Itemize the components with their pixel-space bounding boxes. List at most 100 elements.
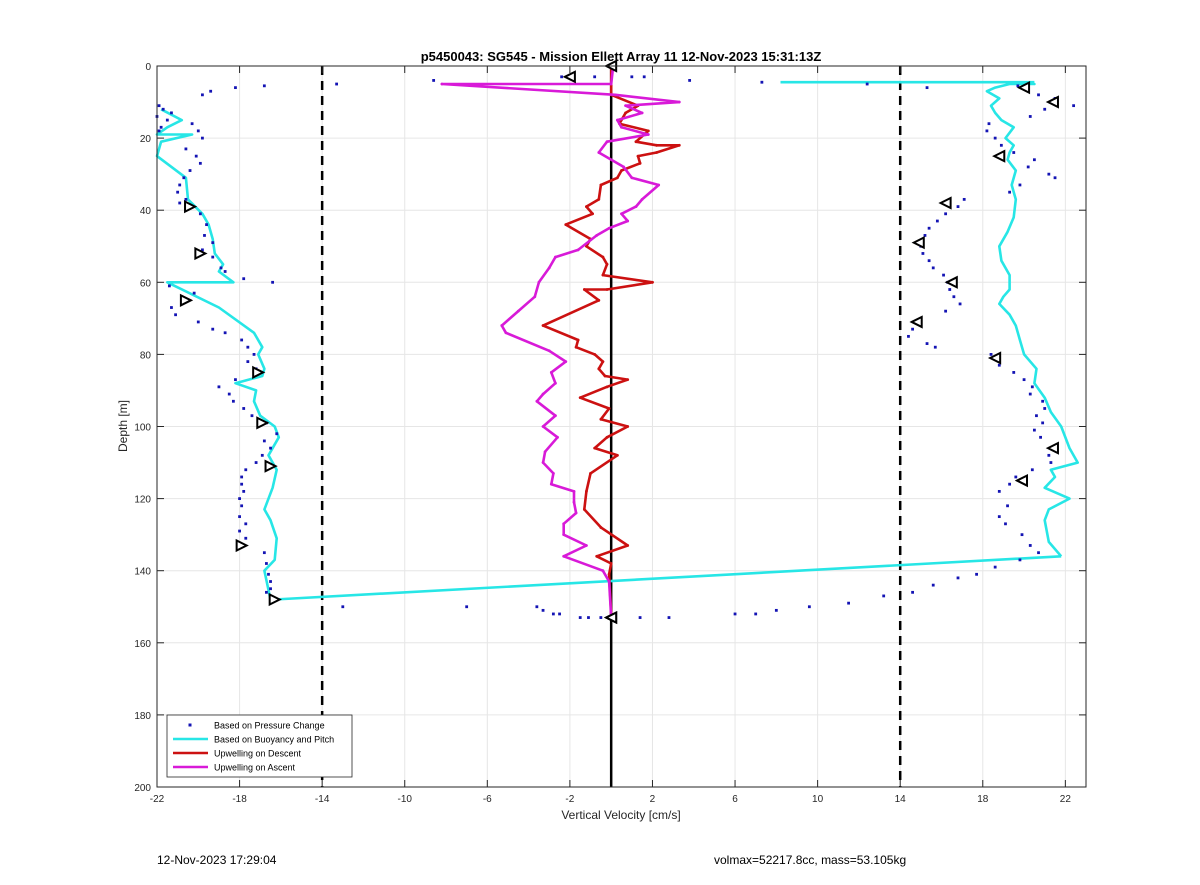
series-point — [615, 118, 619, 122]
pressure-point — [754, 612, 758, 616]
triangle-marker — [1016, 81, 1031, 95]
pressure-point — [240, 482, 244, 486]
pressure-point — [956, 576, 960, 580]
pressure-point — [1030, 385, 1034, 389]
y-tick-label: 120 — [134, 495, 151, 506]
pressure-point — [882, 594, 886, 598]
series-point — [626, 219, 630, 223]
pressure-point — [246, 360, 250, 364]
pressure-point — [217, 385, 221, 389]
pressure-point — [1030, 468, 1034, 472]
pressure-point — [238, 497, 241, 500]
triangle-marker — [268, 592, 282, 607]
series-point — [593, 353, 597, 356]
pressure-point — [178, 183, 182, 187]
series-point — [440, 82, 444, 86]
pressure-point — [1026, 165, 1030, 169]
pressure-point — [260, 453, 264, 457]
pressure-point — [997, 515, 1001, 519]
pressure-point — [196, 129, 200, 133]
descent-series — [541, 64, 681, 616]
pressure-point — [244, 536, 248, 540]
pressure-point — [925, 342, 929, 345]
triangle-marker — [944, 275, 958, 289]
y-tick-label: 160 — [134, 639, 151, 650]
series-layer — [155, 64, 1079, 619]
pressure-point — [1053, 176, 1057, 180]
series-point — [634, 140, 638, 144]
pressure-point — [211, 327, 215, 331]
series-point — [605, 385, 609, 389]
pressure-point — [269, 446, 272, 450]
series-point — [595, 554, 599, 558]
pressure-point — [1049, 461, 1053, 464]
triangle-marker — [938, 196, 952, 210]
pressure-point — [234, 86, 237, 90]
triangle-marker — [264, 459, 278, 473]
triangle-marker — [252, 365, 266, 380]
series-point — [597, 197, 601, 201]
pressure-point — [942, 273, 945, 277]
pressure-point — [170, 306, 173, 309]
pressure-point — [948, 288, 952, 291]
pressure-point — [993, 565, 997, 569]
series-point — [549, 482, 553, 486]
pressure-point — [931, 583, 935, 587]
pressure-point — [1039, 435, 1042, 439]
pressure-point — [952, 295, 956, 299]
pressure-point — [956, 205, 960, 208]
pressure-point — [238, 515, 241, 519]
pressure-point — [223, 270, 227, 273]
y-tick-label: 0 — [145, 62, 151, 73]
pressure-point — [170, 111, 173, 115]
pressure-point — [944, 212, 948, 216]
series-point — [556, 435, 559, 439]
pressure-point — [167, 284, 171, 288]
pressure-point — [593, 75, 597, 79]
series-point — [541, 425, 545, 428]
pressure-point — [1043, 407, 1047, 410]
pressure-point — [638, 616, 642, 619]
series-point — [578, 396, 582, 400]
x-tick-label: -2 — [565, 794, 574, 805]
legend-entry: Based on Pressure Change — [188, 721, 325, 731]
series-point — [636, 154, 640, 158]
pressure-point — [1047, 172, 1051, 176]
series-point — [638, 161, 642, 165]
pressure-point — [911, 590, 914, 594]
pressure-point — [985, 129, 989, 133]
x-tick-label: -14 — [315, 794, 330, 805]
series-point — [657, 183, 661, 187]
pressure-point — [1035, 414, 1038, 418]
series-point — [626, 544, 630, 547]
pressure-point — [161, 107, 165, 111]
pressure-point — [234, 378, 237, 382]
series-point — [607, 580, 611, 583]
reference-lines — [320, 66, 902, 787]
pressure-point — [201, 93, 204, 97]
pressure-point — [667, 616, 671, 619]
series-point — [615, 176, 619, 180]
pressure-point — [184, 197, 188, 201]
x-tick-label: 10 — [812, 794, 824, 805]
pressure-point — [265, 590, 268, 594]
pressure-point — [927, 226, 931, 230]
series-point — [599, 526, 603, 529]
pressure-point — [201, 136, 204, 140]
x-tick-label: 22 — [1060, 794, 1072, 805]
series-point — [601, 255, 605, 259]
pressure-point — [227, 392, 231, 396]
pressure-point — [551, 612, 555, 616]
pressure-point — [198, 212, 202, 216]
series-point — [533, 295, 537, 299]
legend-label: Based on Buoyancy and Pitch — [214, 735, 334, 745]
y-tick-label: 40 — [140, 206, 152, 217]
series-point — [597, 298, 601, 302]
series-point — [634, 205, 638, 208]
series-point — [605, 262, 609, 266]
series-point — [572, 500, 576, 504]
pressure-point — [733, 612, 737, 616]
series-point — [651, 280, 654, 284]
series-point — [595, 234, 599, 237]
series-point — [516, 309, 520, 313]
